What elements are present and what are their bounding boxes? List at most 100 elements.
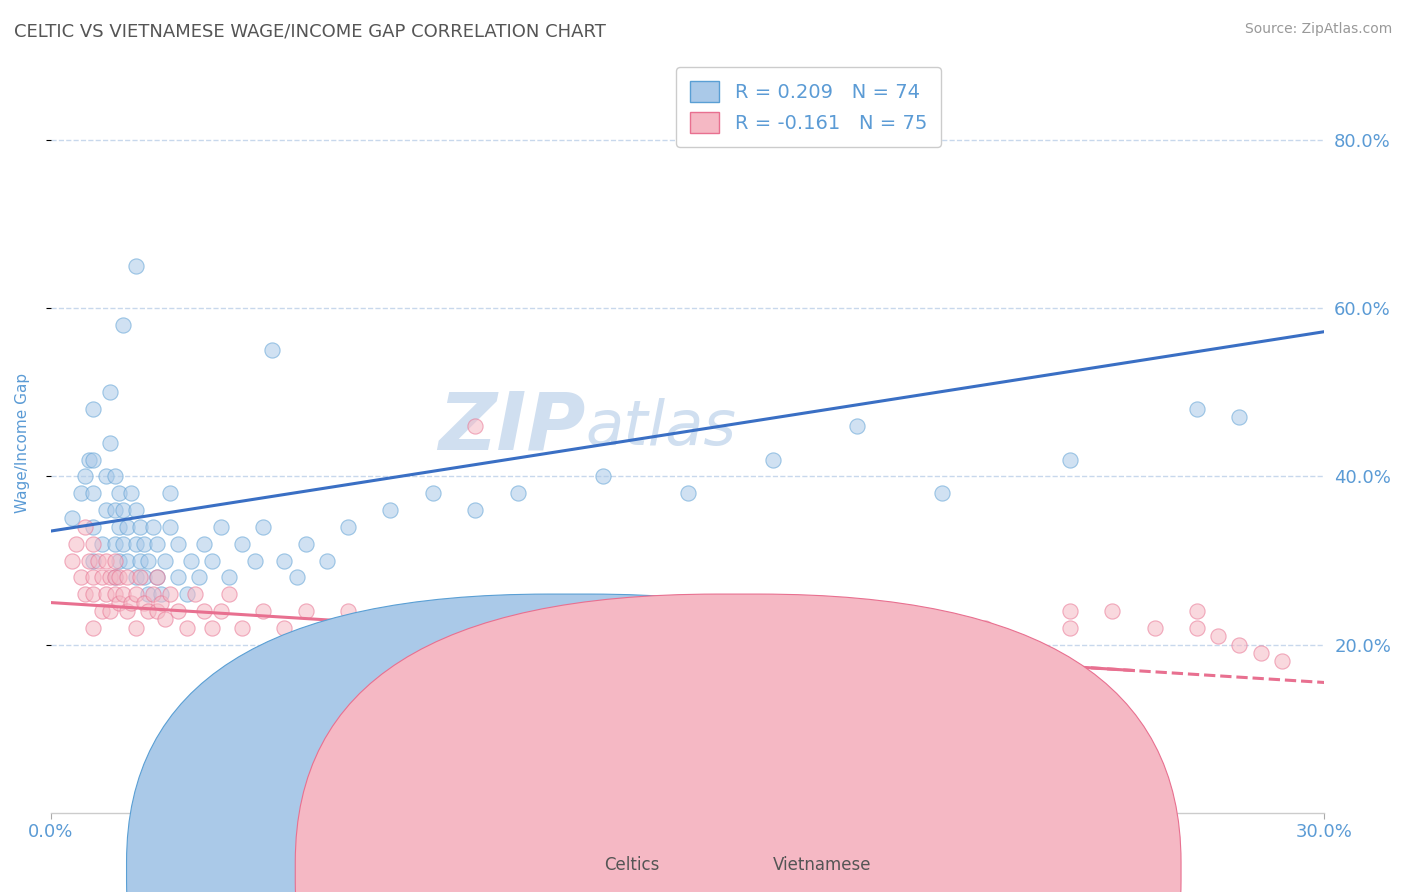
Point xyxy=(184,587,207,601)
Point xyxy=(506,604,529,618)
Point xyxy=(676,604,699,618)
Point xyxy=(94,587,117,601)
Point xyxy=(73,587,96,601)
Point xyxy=(103,469,125,483)
Point xyxy=(142,587,165,601)
Point xyxy=(464,503,486,517)
Point xyxy=(1101,604,1123,618)
Point xyxy=(150,596,173,610)
Point xyxy=(1059,452,1081,467)
Point xyxy=(111,587,134,601)
Point xyxy=(804,621,827,635)
Point xyxy=(98,385,121,400)
Point xyxy=(155,612,177,626)
Point xyxy=(82,520,104,534)
Point xyxy=(422,486,444,500)
Point xyxy=(90,537,112,551)
Point xyxy=(129,553,152,567)
Point xyxy=(117,553,139,567)
Point xyxy=(176,621,198,635)
Point xyxy=(167,570,190,584)
Point xyxy=(315,621,337,635)
Point xyxy=(94,553,117,567)
Point xyxy=(103,570,125,584)
Point xyxy=(718,604,741,618)
Point xyxy=(82,537,104,551)
Point xyxy=(90,570,112,584)
Point xyxy=(98,435,121,450)
Point xyxy=(125,537,148,551)
Point xyxy=(117,570,139,584)
Point xyxy=(107,486,129,500)
Point xyxy=(98,570,121,584)
Point xyxy=(1250,646,1272,660)
Point xyxy=(125,259,148,273)
Point xyxy=(337,520,360,534)
Point xyxy=(69,570,91,584)
Point xyxy=(1271,655,1294,669)
Point xyxy=(1059,621,1081,635)
Point xyxy=(167,604,190,618)
Point xyxy=(193,604,215,618)
Point xyxy=(209,520,232,534)
Point xyxy=(82,553,104,567)
Point xyxy=(134,537,156,551)
Point xyxy=(380,503,402,517)
Point xyxy=(464,418,486,433)
Point xyxy=(231,537,253,551)
Point xyxy=(82,452,104,467)
Point xyxy=(218,570,240,584)
Y-axis label: Wage/Income Gap: Wage/Income Gap xyxy=(15,373,30,513)
Point xyxy=(193,537,215,551)
Point xyxy=(337,604,360,618)
Point xyxy=(82,570,104,584)
Point xyxy=(134,596,156,610)
Point xyxy=(231,621,253,635)
Point xyxy=(548,604,571,618)
Point xyxy=(1229,638,1251,652)
Point xyxy=(159,486,181,500)
Point xyxy=(60,553,83,567)
Text: CELTIC VS VIETNAMESE WAGE/INCOME GAP CORRELATION CHART: CELTIC VS VIETNAMESE WAGE/INCOME GAP COR… xyxy=(14,22,606,40)
Point xyxy=(167,537,190,551)
Point xyxy=(117,520,139,534)
Point xyxy=(150,587,173,601)
Point xyxy=(117,604,139,618)
Point xyxy=(1229,410,1251,425)
Point xyxy=(243,553,266,567)
Point xyxy=(125,570,148,584)
Point xyxy=(107,570,129,584)
Point xyxy=(761,452,783,467)
Point xyxy=(107,553,129,567)
Point xyxy=(86,553,108,567)
Point xyxy=(134,570,156,584)
Point xyxy=(77,452,100,467)
Point xyxy=(82,587,104,601)
Point xyxy=(138,587,160,601)
Point xyxy=(125,503,148,517)
Point xyxy=(159,520,181,534)
Point xyxy=(103,553,125,567)
Point xyxy=(103,587,125,601)
Point xyxy=(464,621,486,635)
Point xyxy=(146,570,169,584)
Point xyxy=(103,570,125,584)
Point xyxy=(107,520,129,534)
Point xyxy=(218,587,240,601)
Point xyxy=(103,503,125,517)
Point xyxy=(82,621,104,635)
Point xyxy=(973,621,995,635)
Point xyxy=(592,469,614,483)
Point xyxy=(634,621,657,635)
Point xyxy=(69,486,91,500)
Point xyxy=(77,553,100,567)
Legend: R = 0.209   N = 74, R = -0.161   N = 75: R = 0.209 N = 74, R = -0.161 N = 75 xyxy=(676,68,941,147)
Point xyxy=(94,503,117,517)
Point xyxy=(931,486,953,500)
Point xyxy=(107,596,129,610)
Point xyxy=(294,537,316,551)
Point xyxy=(201,621,224,635)
Point xyxy=(125,587,148,601)
Point xyxy=(121,596,143,610)
Point xyxy=(285,570,308,584)
